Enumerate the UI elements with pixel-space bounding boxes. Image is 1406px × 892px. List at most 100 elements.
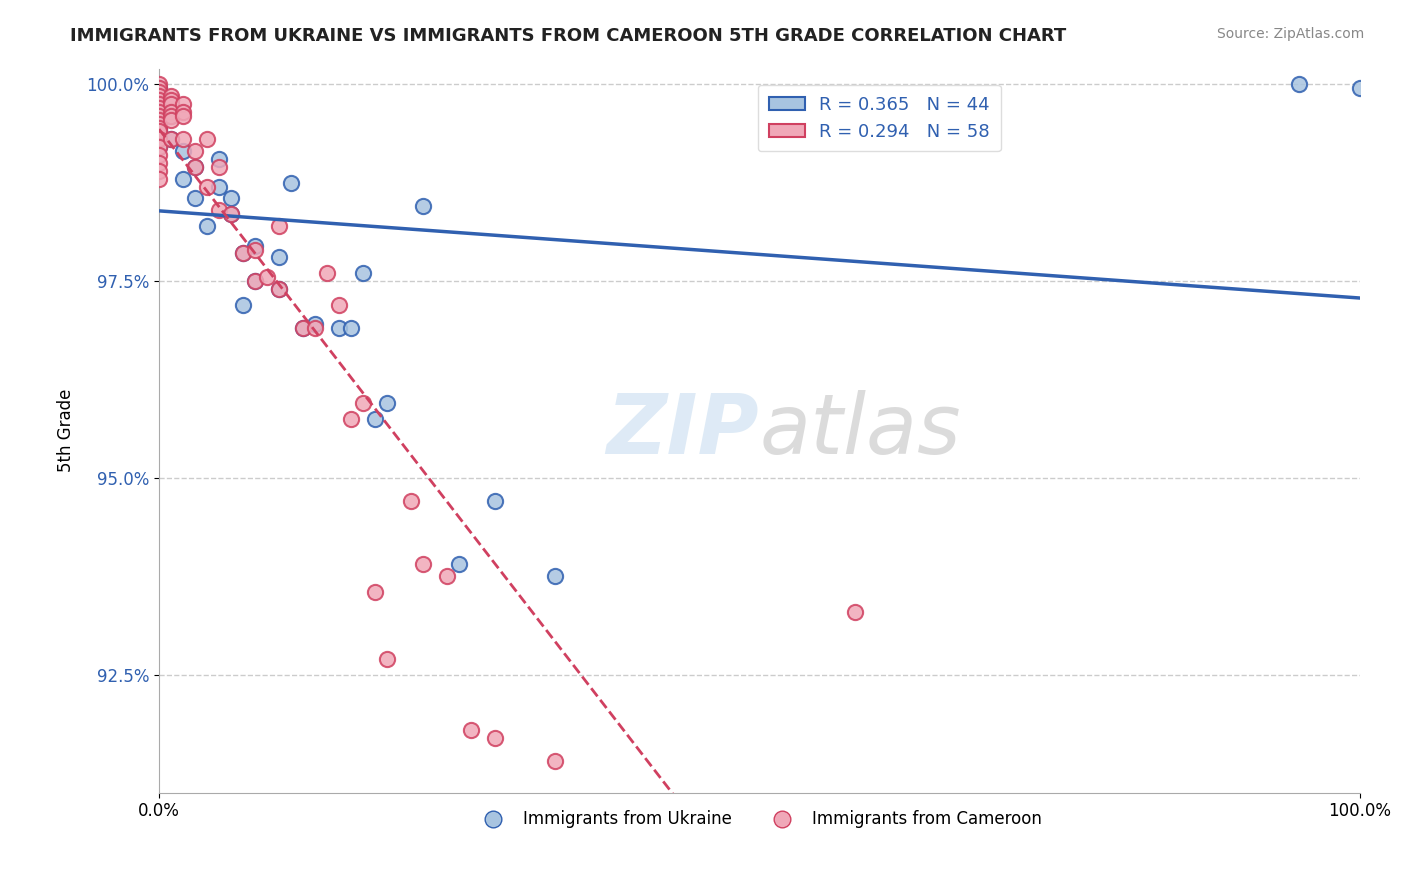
Point [148,93,170,107]
Point [219,191,242,205]
Point [232,246,254,260]
Point [148,140,170,154]
Point [160,132,183,146]
Point [256,270,278,285]
Point [148,164,170,178]
Point [292,321,315,335]
Point [375,396,398,410]
Point [375,652,398,666]
Point [399,494,422,508]
Text: IMMIGRANTS FROM UKRAINE VS IMMIGRANTS FROM CAMEROON 5TH GRADE CORRELATION CHART: IMMIGRANTS FROM UKRAINE VS IMMIGRANTS FR… [70,27,1067,45]
Point [364,411,387,425]
Point [208,203,231,218]
Point [208,160,231,174]
Point [148,117,170,131]
Y-axis label: 5th Grade: 5th Grade [58,389,75,472]
Point [148,104,170,119]
Point [148,132,170,146]
Point [304,321,326,335]
Point [412,199,434,213]
Point [160,112,183,127]
Point [172,97,194,112]
Point [184,144,207,158]
Point [1348,81,1371,95]
Point [844,605,866,619]
Point [160,93,183,107]
Point [243,238,266,252]
Point [148,112,170,127]
Point [243,243,266,257]
Point [148,124,170,138]
Point [449,558,471,572]
Point [544,754,567,768]
Point [267,282,290,296]
Point [148,89,170,103]
Point [148,117,170,131]
Point [243,274,266,288]
Point [160,89,183,103]
Point [219,207,242,221]
Point [280,176,302,190]
Point [160,104,183,119]
Point [267,282,290,296]
Text: Source: ZipAtlas.com: Source: ZipAtlas.com [1216,27,1364,41]
Point [172,104,194,119]
Point [304,318,326,332]
Point [352,396,374,410]
Point [412,558,434,572]
Point [219,207,242,221]
Point [148,101,170,115]
Point [148,140,170,154]
Point [148,81,170,95]
Point [544,569,567,583]
Point [160,109,183,123]
Point [292,321,315,335]
Point [1288,77,1310,91]
Point [148,128,170,143]
Point [232,298,254,312]
Point [184,160,207,174]
Point [148,132,170,146]
Point [148,171,170,186]
Point [148,124,170,138]
Point [208,152,231,166]
Point [148,77,170,91]
Point [340,321,363,335]
Point [148,81,170,95]
Point [148,101,170,115]
Point [195,219,218,233]
Point [148,109,170,123]
Point [148,156,170,170]
Point [148,109,170,123]
Point [484,731,506,745]
Point [184,160,207,174]
Point [160,109,183,123]
Point [148,104,170,119]
Point [364,585,387,599]
Point [267,251,290,265]
Point [232,246,254,260]
Point [148,85,170,99]
Point [484,494,506,508]
Point [148,97,170,112]
Point [172,109,194,123]
Point [316,266,339,280]
Point [148,148,170,162]
Point [340,411,363,425]
Point [160,132,183,146]
Point [208,179,231,194]
Point [328,321,350,335]
Point [172,132,194,146]
Point [195,179,218,194]
Point [148,93,170,107]
Point [436,569,458,583]
Point [160,97,183,112]
Point [243,274,266,288]
Text: ZIP: ZIP [606,390,759,471]
Point [172,171,194,186]
Point [148,120,170,135]
Point [267,219,290,233]
Point [460,723,482,737]
Point [160,97,183,112]
Point [172,144,194,158]
